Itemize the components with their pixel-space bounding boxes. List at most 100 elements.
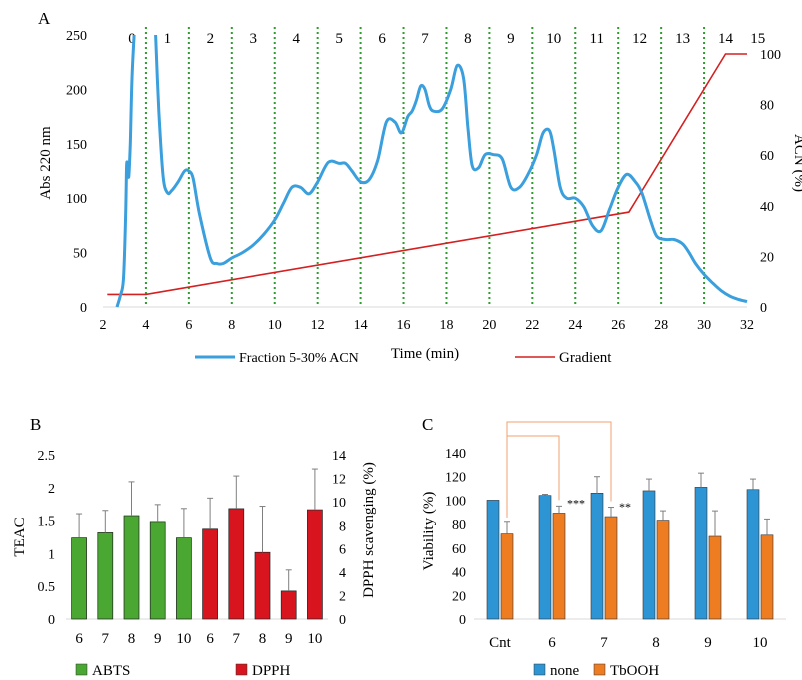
- none-bar: [538, 495, 552, 620]
- tbooh-bar: [604, 516, 618, 620]
- fraction-label: 2: [207, 31, 215, 47]
- c-y-tick-label: 60: [452, 542, 466, 557]
- fraction-label: 13: [675, 31, 690, 47]
- tbooh-bar: [760, 534, 774, 620]
- abts-bar: [97, 532, 114, 620]
- y-tick-labels: 0 50 100 150 200 250: [66, 29, 87, 316]
- legend-gradient-label: Gradient: [559, 350, 612, 366]
- legend-fraction-label: Fraction 5-30% ACN: [239, 351, 359, 366]
- a-x-axis-title: Time (min): [391, 346, 459, 362]
- b-x-tick-label: 7: [233, 631, 241, 647]
- fraction-boundary-lines: [144, 27, 706, 307]
- none-bar: [642, 490, 656, 620]
- b-bars: [71, 508, 323, 620]
- tbooh-bar: [500, 533, 514, 620]
- b-y2-tick-label: 6: [339, 543, 346, 558]
- none-bar: [590, 493, 604, 620]
- absorbance-line: [115, 34, 748, 308]
- fraction-label: 12: [632, 31, 647, 47]
- x-tick-label: 16: [397, 318, 411, 333]
- y-tick-label: 250: [66, 29, 87, 44]
- x-tick-label: 30: [697, 318, 711, 333]
- x-tick-label: 2: [100, 318, 107, 333]
- x-tick-label: 22: [525, 318, 539, 333]
- gradient-line: [107, 53, 747, 296]
- legend-tbooh-label: TbOOH: [610, 663, 659, 679]
- b-y-tick-label: 1: [48, 547, 55, 562]
- fraction-number-labels: 0 1 2 3 4 5 6 7 8 9 10 11 12 13 14 15: [128, 31, 765, 47]
- legend-tbooh-swatch: [593, 663, 606, 676]
- y-tick-label: 200: [66, 83, 87, 98]
- c-x-tick-label: 7: [600, 635, 608, 651]
- y-tick-label: 0: [80, 301, 87, 316]
- fraction-label: 15: [750, 31, 765, 47]
- b-x-tick-label: 10: [176, 631, 191, 647]
- c-y-tick-label: 20: [452, 589, 466, 604]
- c-x-tick-label: 9: [704, 635, 712, 651]
- c-x-tick-label: 8: [652, 635, 660, 651]
- a-y2-axis-title: ACN (%): [791, 134, 802, 192]
- x-tick-label: 18: [439, 318, 453, 333]
- c-y-tick-label: 0: [459, 613, 466, 628]
- b-y-axis-title: TEAC: [12, 517, 28, 556]
- b-y2-tick-label: 2: [339, 590, 346, 605]
- none-bar: [694, 487, 708, 620]
- b-x-tick-label: 8: [259, 631, 267, 647]
- c-bars: [486, 487, 774, 620]
- panel-label-a: A: [38, 9, 51, 28]
- b-error-bars: [76, 468, 318, 591]
- x-tick-label: 32: [740, 318, 754, 333]
- y2-tick-label: 40: [760, 200, 774, 215]
- x-tick-label: 4: [142, 318, 149, 333]
- y-tick-label: 150: [66, 138, 87, 153]
- fraction-label: 10: [546, 31, 561, 47]
- legend-dpph-swatch: [235, 663, 248, 676]
- fraction-label: 6: [378, 31, 386, 47]
- b-y2-axis-title: DPPH scavenging (%): [361, 462, 377, 598]
- b-x-tick-label: 9: [154, 631, 162, 647]
- legend-none-label: none: [550, 663, 580, 679]
- x-tick-label: 6: [185, 318, 192, 333]
- panel-label-b: B: [30, 415, 41, 434]
- x-tick-label: 20: [482, 318, 496, 333]
- c-y-tick-label: 40: [452, 566, 466, 581]
- x-tick-label: 26: [611, 318, 625, 333]
- none-bar: [486, 500, 500, 620]
- c-x-tick-labels: Cnt 6 7 8 9 10: [489, 635, 767, 651]
- abts-bar: [149, 521, 166, 620]
- fraction-label: 1: [164, 31, 172, 47]
- fraction-label: 4: [292, 31, 300, 47]
- b-y-tick-label: 2.5: [38, 449, 56, 464]
- tbooh-bar: [708, 535, 722, 620]
- b-x-tick-label: 8: [128, 631, 136, 647]
- significance-stars: ***: [567, 496, 585, 510]
- b-x-tick-label: 9: [285, 631, 293, 647]
- legend-abts-swatch: [75, 663, 88, 676]
- c-y-tick-label: 120: [445, 471, 466, 486]
- abts-bar: [176, 537, 192, 620]
- significance-bracket: [506, 421, 612, 518]
- a-y-axis-title: Abs 220 nm: [38, 126, 54, 200]
- b-x-tick-label: 7: [102, 631, 110, 647]
- x-tick-label: 24: [568, 318, 582, 333]
- y2-tick-label: 80: [760, 99, 774, 114]
- b-x-tick-label: 6: [206, 631, 214, 647]
- legend-b: ABTS DPPH: [75, 663, 291, 679]
- panel-b-chart: 6 7 8 9 10 6 7 8 9 10 0 0.5 1 1.5 2 2.5 0 2 4 6 8 10 12 14 TE…: [12, 449, 377, 679]
- c-error-bars: [504, 472, 770, 536]
- abts-bar: [123, 515, 140, 620]
- none-bar: [746, 489, 760, 620]
- tbooh-bar: [656, 520, 670, 620]
- fraction-label: 5: [335, 31, 343, 47]
- dpph-bar: [228, 508, 245, 620]
- dpph-bar: [254, 551, 271, 620]
- c-y-tick-label: 100: [445, 494, 466, 509]
- x-tick-labels: 2 4 6 8 10 12 14 16 18 20 22 24 26 28 30 32: [100, 318, 755, 333]
- fraction-label: 11: [590, 31, 604, 47]
- x-tick-label: 28: [654, 318, 668, 333]
- b-y2-tick-label: 14: [332, 449, 346, 464]
- legend-none-swatch: [533, 663, 546, 676]
- b-x-tick-label: 6: [75, 631, 83, 647]
